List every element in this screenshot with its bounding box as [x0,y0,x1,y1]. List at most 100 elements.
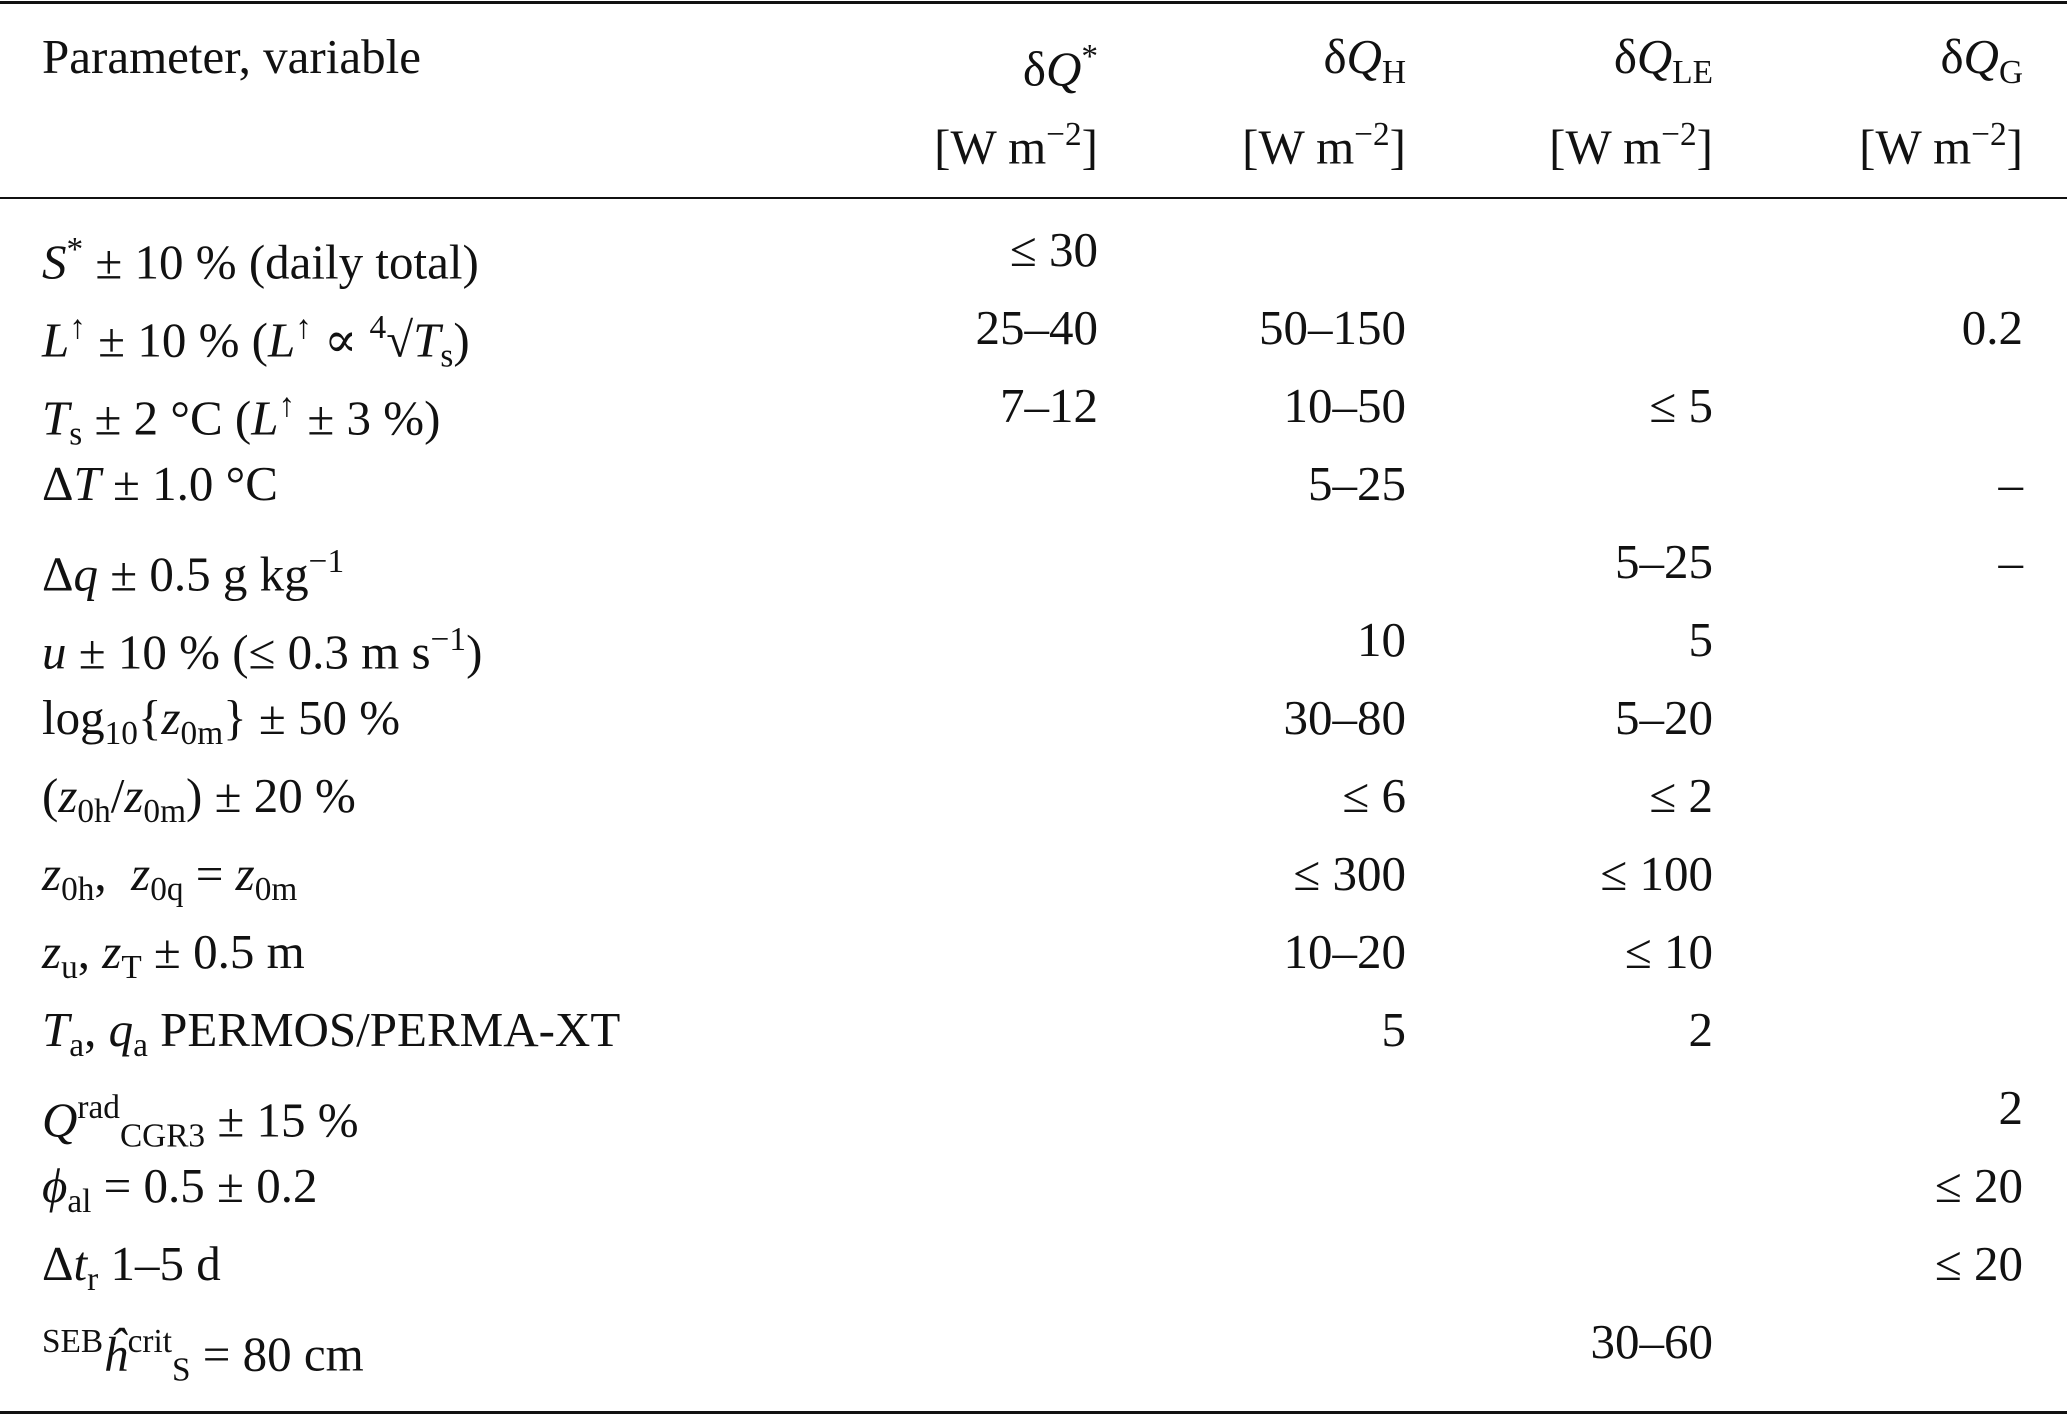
text-segment: ± 2 °C ( [82,390,252,446]
text-segment: ĥ [103,1326,128,1382]
text-segment: log [42,690,105,745]
text-segment: * [66,231,84,268]
text-segment: 0q [150,870,184,908]
text-segment: −2 [1354,116,1390,153]
text-segment: z [42,846,62,901]
row-label: S* ± 10 % (daily total) [42,211,479,289]
text-segment: H [1381,53,1406,91]
text-segment: −2 [1661,116,1697,153]
value-cell: 0.2 [1961,300,2023,355]
text-segment: t [73,1236,88,1291]
text-segment: −2 [1046,116,1082,153]
text-segment: } ± 50 % [223,690,401,745]
text-segment: z [42,924,62,979]
value-cell: ≤ 20 [1934,1236,2023,1291]
text-segment: ± 0.5 m [141,924,305,979]
bottom-rule [0,1411,2067,1414]
text-segment: Q [1346,29,1382,84]
text-segment: ( [42,768,59,823]
text-segment: s [440,337,454,375]
text-segment: ± 10 % (daily total) [83,234,479,290]
value-cell: 2 [1998,1080,2024,1135]
text-segment: ] [2006,119,2023,175]
text-segment: , [77,924,103,979]
column-heading: δQH [1323,18,1406,96]
text-segment: 0m [143,792,186,830]
text-segment: L [251,390,279,446]
text-segment: z [58,768,78,823]
value-cell: ≤ 6 [1342,768,1406,823]
text-segment: 0h [77,792,111,830]
text-segment: crit [127,1323,172,1360]
text-segment: 1–5 d [98,1236,221,1291]
text-segment: u [61,948,78,986]
text-segment: a [133,1026,148,1064]
text-segment: S [172,1351,191,1389]
value-cell: 5–25 [1615,534,1713,589]
row-label: zu, zT ± 0.5 m [42,913,305,991]
text-segment: −2 [1971,116,2007,153]
text-segment: * [1081,38,1098,75]
text-segment: δ [1022,41,1046,97]
value-cell: 25–40 [975,300,1099,355]
row-label: ϕal = 0.5 ± 0.2 [42,1147,317,1225]
text-segment: δ [1323,29,1347,84]
text-segment: / [110,768,125,823]
text-segment: T [413,312,441,368]
text-segment: δ [1940,29,1964,84]
text-segment: ] [1389,119,1406,175]
text-segment: ) [466,624,483,680]
text-segment: s [69,415,83,453]
value-cell: 10–50 [1283,378,1407,433]
text-segment: L [42,312,70,368]
text-segment: SEB [42,1323,104,1360]
column-unit: [W m−2] [1549,96,1713,174]
text-segment: [W m [1549,119,1662,175]
text-segment: T [42,390,70,446]
text-segment: , [84,1002,109,1057]
text-segment: ] [1696,119,1713,175]
text-segment: L [267,312,296,368]
text-segment: T [73,456,101,511]
text-segment: al [67,1182,92,1220]
text-segment: δ [1613,29,1637,84]
row-label: Ts ± 2 °C (L↑ ± 3 %) [42,367,440,452]
value-cell: 2 [1688,1002,1714,1057]
value-cell: ≤ 2 [1649,768,1713,823]
text-segment: 0h [61,870,95,908]
value-cell: 5–25 [1308,456,1406,511]
text-segment: z [131,846,151,901]
text-segment: r [87,1260,99,1298]
text-segment: = [183,846,236,901]
column-unit: [W m−2] [934,96,1098,174]
text-segment: ± 10 % (≤ 0.3 m s [66,624,431,680]
row-label: SEBĥcritS = 80 cm [42,1303,364,1388]
value-cell: 5 [1381,1002,1407,1057]
text-segment: q [108,1002,134,1057]
row-label: z0h, z0q = z0m [42,835,297,913]
row-label: ΔT ± 1.0 °C [42,445,278,523]
header-rule [0,197,2067,199]
text-segment: [W m [1859,119,1972,175]
column-heading: δQLE [1614,18,1713,96]
column-unit: [W m−2] [1242,96,1406,174]
value-cell: 5 [1688,612,1714,667]
text-segment: z [102,924,122,979]
text-segment: rad [77,1089,120,1126]
text-segment: z [161,690,181,745]
text-segment: { [137,690,162,745]
text-segment: CGR3 [119,1117,206,1155]
value-cell: ≤ 10 [1624,924,1713,979]
text-segment: Q [1963,29,1999,84]
text-segment: ± 15 % [205,1092,359,1148]
text-segment: 10 [104,714,138,752]
value-cell: 50–150 [1259,300,1406,355]
text-segment: G [1998,53,2023,91]
row-label: Δtr 1–5 d [42,1225,221,1303]
row-label: (z0h/z0m) ± 20 % [42,757,356,835]
text-segment: ϕ [42,1158,68,1213]
value-cell: – [1998,534,2024,589]
value-cell: 7–12 [1000,378,1098,433]
text-segment: Δ [42,546,74,602]
text-segment: ↑ [278,387,296,424]
